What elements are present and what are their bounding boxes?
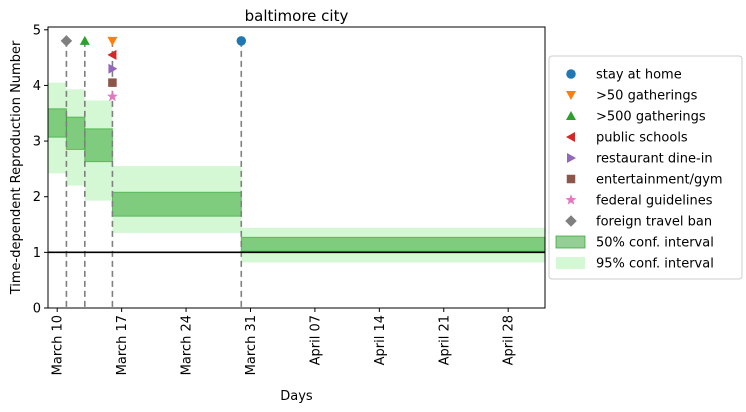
marker-restaurant-dine-in [108, 63, 118, 74]
confidence-bands [47, 82, 546, 263]
marker-entertainment-gym [108, 78, 117, 87]
x-tick-label-2020-04-07: April 07 [308, 315, 323, 365]
x-tick-label-2020-03-10: March 10 [51, 315, 66, 375]
x-tick-label-2020-03-31: March 31 [244, 315, 259, 375]
ci50-band-3 [84, 128, 113, 163]
legend-label-foreign-travel-ban: foreign travel ban [596, 215, 712, 230]
legend-label-federal-guidelines: federal guidelines [596, 194, 713, 209]
ci50-band-5 [240, 236, 546, 252]
y-axis: 0 1 2 3 4 5 [33, 23, 48, 317]
y-tick-label-1: 1 [33, 246, 41, 261]
x-tick-label-2020-03-24: March 24 [180, 315, 195, 375]
marker-500-gatherings [79, 35, 90, 45]
y-axis-label: Time-dependent Reproduction Number [9, 40, 24, 295]
x-tick-label-2020-04-21: April 21 [437, 315, 452, 365]
legend-marker-foreign-travel-ban [565, 215, 577, 227]
legend-swatch-ci95 [556, 257, 585, 269]
marker-50-gatherings [107, 36, 118, 46]
legend-label-stay-at-home: stay at home [596, 68, 682, 83]
marker-federal-guidelines [106, 90, 118, 102]
legend-marker-500-gatherings [566, 111, 576, 120]
legend-label-ci50: 50% conf. interval [596, 236, 714, 251]
legend-label-500-gatherings: >500 gatherings [596, 110, 706, 125]
legend: stay at home >50 gatherings >500 gathering… [548, 55, 743, 280]
marker-stay-at-home [236, 36, 247, 46]
x-tick-label-2020-04-14: April 14 [373, 315, 388, 365]
ci50-band-1 [47, 108, 67, 138]
ci50-band-2 [65, 116, 86, 150]
legend-box [548, 55, 743, 280]
chart-title: baltimore city [245, 7, 349, 25]
legend-marker-stay-at-home [566, 69, 576, 79]
legend-label-ci95: 95% conf. interval [596, 257, 714, 272]
legend-label-entertainment-gym: entertainment/gym [596, 173, 723, 188]
y-tick-label-3: 3 [33, 135, 41, 150]
intervention-markers [60, 35, 247, 102]
x-axis: March 10 March 17 March 24 March 31 April 07… [51, 308, 517, 375]
y-tick-label-2: 2 [33, 190, 41, 205]
x-axis-label: Days [280, 389, 313, 404]
legend-marker-public-schools [566, 132, 575, 142]
ci50-band-4 [111, 191, 242, 217]
y-tick-label-5: 5 [33, 23, 41, 38]
y-tick-label-0: 0 [33, 302, 41, 317]
marker-public-schools [107, 49, 117, 60]
legend-marker-50-gatherings [566, 91, 576, 100]
plot-frame [47, 26, 546, 309]
legend-label-restaurant-dine-in: restaurant dine-in [596, 152, 713, 167]
legend-marker-federal-guidelines [565, 194, 577, 205]
x-tick-label-2020-03-17: March 17 [115, 315, 130, 375]
y-tick-label-4: 4 [33, 79, 41, 94]
x-tick-label-2020-04-28: April 28 [502, 315, 517, 365]
marker-foreign-travel-ban [60, 35, 73, 47]
legend-marker-entertainment-gym [566, 174, 576, 184]
legend-swatch-ci50 [555, 235, 586, 249]
legend-marker-restaurant-dine-in [567, 153, 576, 163]
legend-label-public-schools: public schools [596, 131, 688, 146]
legend-label-50-gatherings: >50 gatherings [596, 89, 698, 104]
